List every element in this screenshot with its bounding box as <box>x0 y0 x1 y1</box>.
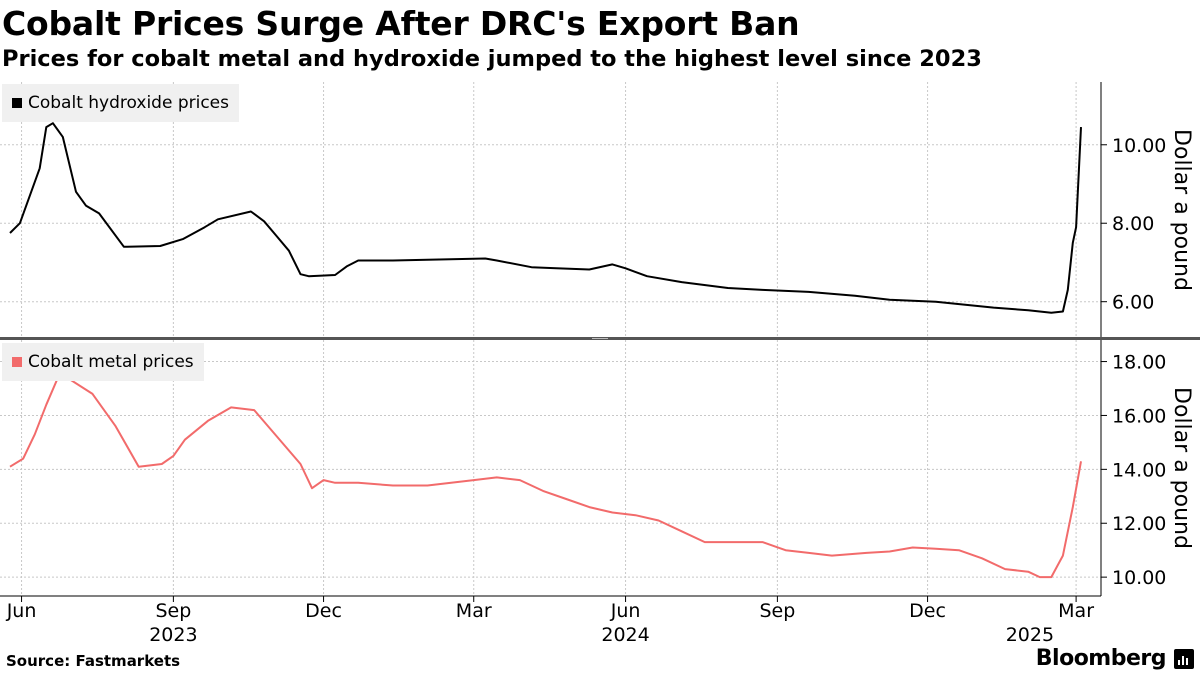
xtick-label-3: Mar <box>456 600 492 622</box>
series-line-metal <box>9 376 1082 579</box>
xtick-label-5: Sep <box>759 600 795 622</box>
legend-label-hydroxide: Cobalt hydroxide prices <box>28 93 229 113</box>
bloomberg-terminal-icon <box>1174 649 1194 669</box>
xtick-label-6: Dec <box>909 600 946 622</box>
xtick-label-7: Mar <box>1058 600 1094 622</box>
legend-swatch-hydroxide <box>12 98 22 108</box>
brand-logo-text: Bloomberg <box>1035 646 1167 671</box>
y-axis-label-metal: Dollar a pound <box>1169 387 1194 549</box>
ytick-label-metal-4: 18.00 <box>1112 352 1166 374</box>
ytick-label-metal-3: 16.00 <box>1112 405 1166 427</box>
year-label-0: 2023 <box>149 624 197 646</box>
ytick-label-metal-1: 12.00 <box>1112 513 1166 535</box>
ytick-label-hydroxide-0: 6.00 <box>1112 292 1154 314</box>
legend-swatch-metal <box>12 357 22 367</box>
xtick-label-2: Dec <box>305 600 342 622</box>
ytick-label-hydroxide-2: 10.00 <box>1112 135 1166 157</box>
xtick-label-4: Jun <box>610 600 641 622</box>
year-label-1: 2024 <box>601 624 649 646</box>
panel-hydroxide: 6.00 8.00 10.00 Dollar a pound <box>0 82 1194 337</box>
source-note: Source: Fastmarkets <box>6 652 181 670</box>
chart-subtitle: Prices for cobalt metal and hydroxide ju… <box>2 46 982 72</box>
series-line-hydroxide <box>9 122 1082 314</box>
year-label-2: 2025 <box>1006 624 1054 646</box>
legend-label-metal: Cobalt metal prices <box>28 352 194 372</box>
legend-metal: Cobalt metal prices <box>2 343 204 381</box>
legend-hydroxide: Cobalt hydroxide prices <box>2 84 239 122</box>
xtick-label-1: Sep <box>155 600 191 622</box>
xtick-label-0: Jun <box>6 600 37 622</box>
chart-title: Cobalt Prices Surge After DRC's Export B… <box>2 4 800 43</box>
y-axis-label-hydroxide: Dollar a pound <box>1169 129 1194 291</box>
ytick-label-hydroxide-1: 8.00 <box>1112 213 1154 235</box>
ytick-label-metal-2: 14.00 <box>1112 459 1166 481</box>
ytick-label-metal-0: 10.00 <box>1112 567 1166 589</box>
